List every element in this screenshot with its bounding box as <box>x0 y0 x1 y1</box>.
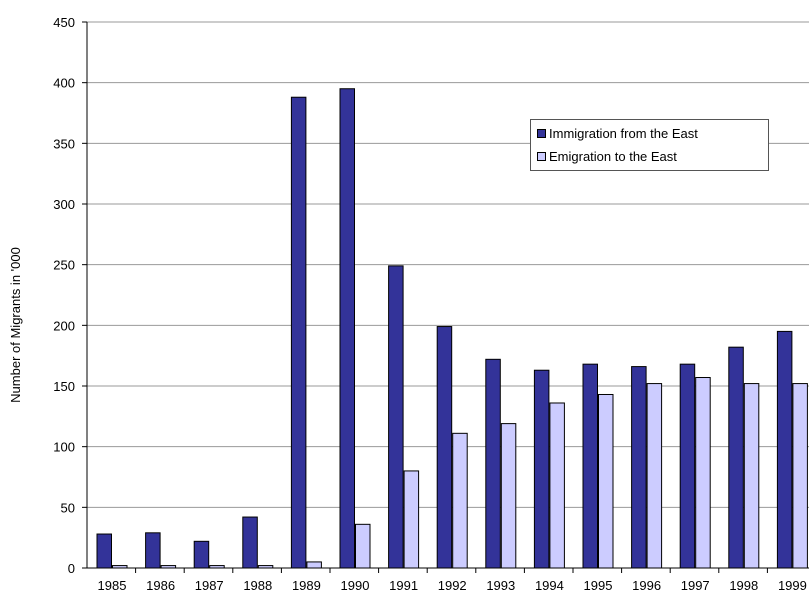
bar-emigration-1993 <box>500 423 517 569</box>
y-tick-label: 0 <box>68 561 75 576</box>
bar-immigration-1990 <box>339 88 355 569</box>
bar-immigration-1988 <box>242 516 258 569</box>
y-tick-label: 400 <box>53 76 75 91</box>
x-tick-labels: 1985 1986 1987 1988 1989 1990 1991 1992 1993 1994… <box>98 578 807 593</box>
bar-emigration-1998 <box>743 383 760 569</box>
x-tick-label: 1989 <box>292 578 321 593</box>
bar-immigration-1999 <box>776 330 793 569</box>
x-tick-label: 1996 <box>632 578 661 593</box>
legend-label-immigration: Immigration from the East <box>549 125 698 141</box>
x-tick-label: 1988 <box>243 578 272 593</box>
bar-immigration-1989 <box>290 96 307 569</box>
legend-swatch-immigration <box>537 128 546 138</box>
bar-immigration-1986 <box>145 532 161 569</box>
bar-immigration-1992 <box>436 326 453 569</box>
bar-emigration-1991 <box>403 470 420 569</box>
bar-immigration-1996 <box>631 366 647 569</box>
bar-immigration-1987 <box>193 540 210 569</box>
x-tick-label: 1986 <box>146 578 175 593</box>
x-tick-label: 1993 <box>486 578 515 593</box>
y-tick-label: 100 <box>53 440 75 455</box>
y-tick-label: 350 <box>53 136 75 151</box>
y-tick-label: 250 <box>53 258 75 273</box>
bar-emigration-1996 <box>646 383 663 569</box>
bar-immigration-1994 <box>533 369 550 569</box>
y-tick-label: 450 <box>53 15 75 30</box>
bar-immigration-1997 <box>679 363 696 569</box>
bar-emigration-1990 <box>355 523 371 569</box>
bar-emigration-1992 <box>452 432 468 569</box>
y-axis-title: Number of Migrants in '000 <box>8 247 23 403</box>
legend: Immigration from the East Emigration to … <box>530 119 769 171</box>
x-tick-label: 1990 <box>341 578 370 593</box>
bar-emigration-1997 <box>695 377 711 569</box>
x-tick-label: 1998 <box>729 578 758 593</box>
bar-emigration-1989 <box>306 561 322 569</box>
x-tick-label: 1991 <box>389 578 418 593</box>
y-tick-label: 200 <box>53 318 75 333</box>
legend-item-emigration: Emigration to the East <box>537 148 677 164</box>
x-tick-label: 1992 <box>438 578 467 593</box>
x-tick-label: 1985 <box>98 578 127 593</box>
bar-immigration-1985 <box>96 533 112 569</box>
bar-immigration-1998 <box>728 346 744 569</box>
bar-immigration-1991 <box>388 265 404 569</box>
legend-swatch-emigration <box>537 151 546 161</box>
y-tick-label: 150 <box>53 379 75 394</box>
bar-emigration-1999 <box>792 383 808 569</box>
bar-immigration-1993 <box>485 358 501 569</box>
x-tick-label: 1997 <box>681 578 710 593</box>
y-tick-label: 300 <box>53 197 75 212</box>
y-tick-labels: 0 50 100 150 200 250 300 350 400 450 <box>53 15 75 576</box>
x-tick-label: 1994 <box>535 578 564 593</box>
bar-emigration-1994 <box>549 402 565 569</box>
x-tick-label: 1995 <box>584 578 613 593</box>
bar-immigration-1995 <box>582 363 598 569</box>
axes-group <box>82 21 809 573</box>
bar-emigration-1995 <box>598 393 614 569</box>
legend-item-immigration: Immigration from the East <box>537 125 698 141</box>
legend-label-emigration: Emigration to the East <box>549 148 677 164</box>
gridlines <box>87 21 809 508</box>
bars-group <box>96 88 808 569</box>
x-tick-label: 1987 <box>195 578 224 593</box>
y-tick-label: 50 <box>61 500 75 515</box>
x-tick-label: 1999 <box>778 578 807 593</box>
